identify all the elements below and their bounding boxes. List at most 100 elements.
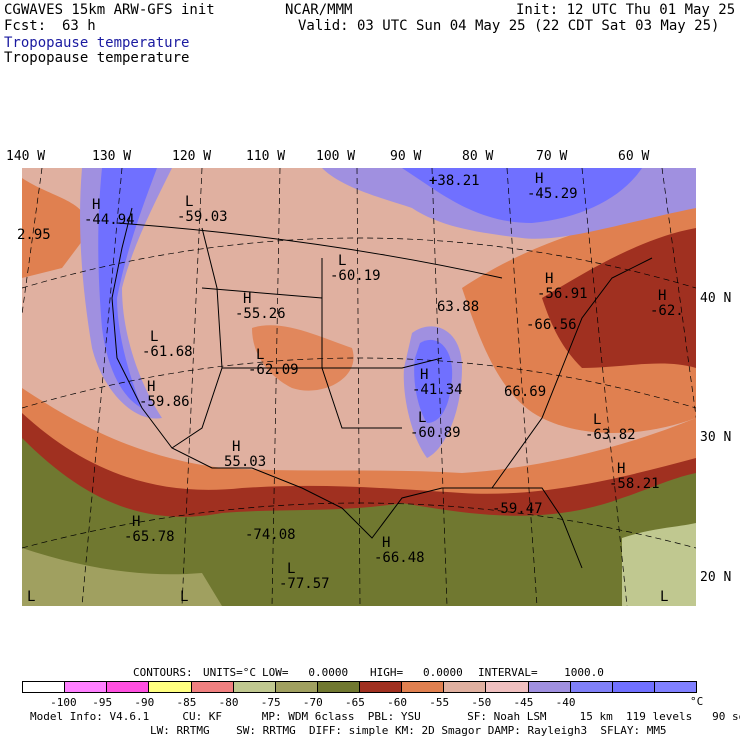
lon-label: 90 W	[390, 149, 421, 164]
high-marker: H	[658, 289, 666, 304]
colorbar-tick-label: -85	[177, 696, 197, 709]
high-marker: H	[232, 440, 240, 455]
low-marker: L	[338, 254, 346, 269]
colorbar-swatch	[612, 681, 655, 693]
lon-label: 140 W	[6, 149, 45, 164]
low-marker: L	[27, 590, 35, 605]
contour-value: 66.69	[504, 385, 546, 400]
contour-value: 63.88	[437, 300, 479, 315]
contour-value: -66.48	[374, 551, 425, 566]
contours-interval: INTERVAL= 1000.0	[478, 667, 604, 679]
lon-label: 70 W	[536, 149, 567, 164]
contour-value: -44.94	[84, 213, 135, 228]
colorbar-unit: °C	[690, 696, 703, 708]
contour-value: -66.56	[526, 318, 577, 333]
contour-value: -56.91	[537, 287, 588, 302]
contour-value: -77.57	[279, 577, 330, 592]
high-marker: H	[420, 368, 428, 383]
colorbar-swatch	[106, 681, 149, 693]
colorbar-tick-label: -45	[514, 696, 534, 709]
low-marker: L	[185, 195, 193, 210]
lon-label: 80 W	[462, 149, 493, 164]
contour-value: 55.03	[224, 455, 266, 470]
contour-value: -45.29	[527, 187, 578, 202]
high-marker: H	[535, 172, 543, 187]
field-title-2: Tropopause temperature	[4, 51, 189, 66]
contour-value: -60.19	[330, 269, 381, 284]
colorbar-tick-label: -100	[50, 696, 77, 709]
colorbar-swatch	[275, 681, 318, 693]
colorbar-tick-label: -65	[345, 696, 365, 709]
lat-label: 20 N	[700, 570, 731, 585]
contours-low: LOW= 0.0000	[262, 667, 348, 679]
colorbar-swatch	[359, 681, 402, 693]
low-marker: L	[150, 330, 158, 345]
contour-value: -55.26	[235, 307, 286, 322]
valid-time: Valid: 03 UTC Sun 04 May 25 (22 CDT Sat …	[298, 19, 719, 34]
contour-value: 2.95	[17, 228, 51, 243]
model-info-line2: LW: RRTMG SW: RRTMG DIFF: simple KM: 2D …	[150, 725, 667, 737]
lon-label: 60 W	[618, 149, 649, 164]
forecast-value: 63 h	[62, 19, 96, 34]
contours-units: UNITS=°C	[203, 667, 256, 679]
contours-high: HIGH= 0.0000	[370, 667, 463, 679]
lon-label: 100 W	[316, 149, 355, 164]
contours-heading: CONTOURS:	[133, 667, 193, 679]
colorbar-tick-label: -60	[387, 696, 407, 709]
lat-label: 30 N	[700, 430, 731, 445]
colorbar-swatch	[443, 681, 486, 693]
high-marker: H	[243, 292, 251, 307]
colorbar-swatch	[570, 681, 613, 693]
field-title-1: Tropopause temperature	[4, 36, 189, 51]
contour-value: -61.68	[142, 345, 193, 360]
colorbar-swatch	[64, 681, 107, 693]
init-time: Init: 12 UTC Thu 01 May 25	[516, 3, 735, 18]
contour-value: -59.03	[177, 210, 228, 225]
contour-value: -62.09	[248, 363, 299, 378]
high-marker: H	[545, 272, 553, 287]
high-marker: H	[382, 536, 390, 551]
colorbar-swatch	[233, 681, 276, 693]
forecast-label: Fcst:	[4, 19, 46, 34]
contour-value: -59.86	[139, 395, 190, 410]
low-marker: L	[660, 590, 668, 605]
contour-value: -58.21	[609, 477, 660, 492]
colorbar-swatch	[191, 681, 234, 693]
colorbar-swatch	[654, 681, 697, 693]
colorbar-swatch	[401, 681, 444, 693]
org-label: NCAR/MMM	[285, 3, 352, 18]
low-marker: L	[256, 348, 264, 363]
model-info-line1: Model Info: V4.6.1 CU: KF MP: WDM 6class…	[30, 711, 740, 723]
low-marker: L	[180, 590, 188, 605]
low-marker: L	[418, 411, 426, 426]
high-marker: H	[132, 515, 140, 530]
lat-label: 40 N	[700, 291, 731, 306]
colorbar-tick-label: -80	[219, 696, 239, 709]
colorbar-tick-label: -40	[556, 696, 576, 709]
model-title: CGWAVES 15km ARW-GFS init	[4, 3, 215, 18]
contour-value: -74.08	[245, 528, 296, 543]
colorbar-tick-label: -55	[429, 696, 449, 709]
contour-value: -59.47	[492, 502, 543, 517]
contour-value: -65.78	[124, 530, 175, 545]
lon-label: 110 W	[246, 149, 285, 164]
low-marker: L	[593, 413, 601, 428]
high-marker: H	[92, 198, 100, 213]
colorbar-swatch	[485, 681, 528, 693]
contour-value: -41.34	[412, 383, 463, 398]
colorbar-swatch	[317, 681, 360, 693]
colorbar-tick-label: -90	[134, 696, 154, 709]
colorbar-swatch	[528, 681, 571, 693]
lon-label: 120 W	[172, 149, 211, 164]
low-marker: L	[287, 562, 295, 577]
colorbar-tick-label: -75	[261, 696, 281, 709]
colorbar-tick-label: -70	[303, 696, 323, 709]
contour-value: -60.89	[410, 426, 461, 441]
contour-value: -62.	[650, 304, 684, 319]
colorbar-tick-label: -95	[92, 696, 112, 709]
high-marker: H	[617, 462, 625, 477]
colorbar-tick-label: -50	[471, 696, 491, 709]
colorbar-swatch	[148, 681, 191, 693]
high-marker: H	[147, 380, 155, 395]
colorbar-swatch	[22, 681, 65, 693]
